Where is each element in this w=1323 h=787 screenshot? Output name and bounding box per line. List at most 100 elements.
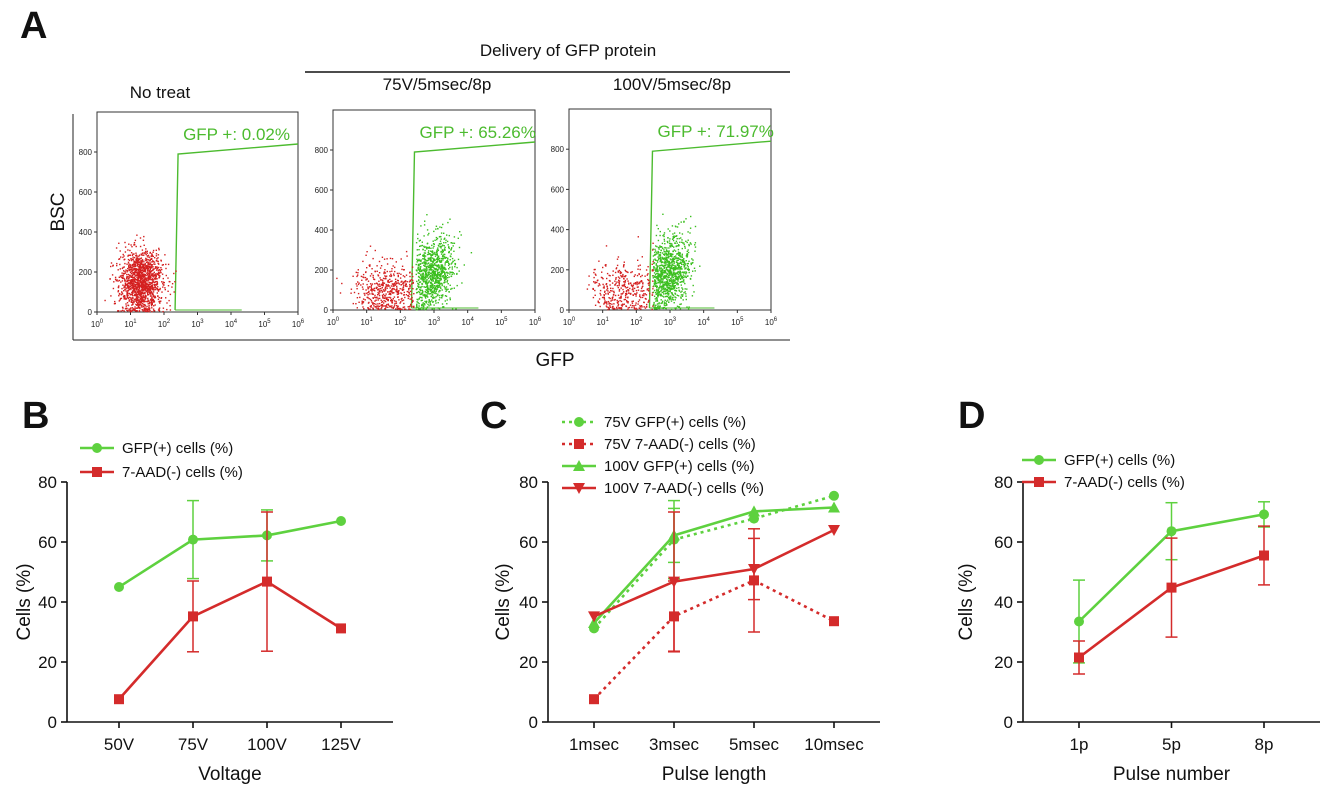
flow-dot [601, 277, 604, 279]
flow-dot [417, 285, 419, 287]
flow-dot [664, 251, 666, 253]
flow-dot [653, 281, 656, 283]
flow-dot [419, 266, 421, 268]
flow-dot [123, 290, 125, 292]
flow-dot [431, 283, 433, 285]
flow-dot [669, 230, 671, 232]
flow-dot [149, 275, 152, 278]
flow-dot [384, 286, 387, 288]
flow-dot [657, 228, 659, 230]
flow-dot [680, 297, 682, 299]
flow-dot [416, 270, 418, 272]
flow-dot [656, 269, 659, 271]
flow-dot [118, 310, 120, 312]
flow-dot [656, 308, 658, 310]
flow-dot [149, 286, 151, 288]
flow-dot [652, 255, 655, 257]
flow-dot [688, 269, 690, 271]
flow-dot [133, 286, 135, 289]
flow-dot [681, 277, 683, 280]
flow-dot [366, 267, 368, 269]
flow-dot [141, 298, 143, 300]
flow-y-tick-label: 0 [88, 308, 93, 317]
flow-dot [668, 263, 670, 265]
flow-dot [368, 264, 370, 267]
x-tick-label: 5msec [729, 735, 780, 754]
flow-dot [672, 285, 674, 287]
y-tick-label: 0 [48, 713, 57, 732]
flow-dot [371, 283, 374, 285]
flow-dot [619, 296, 622, 298]
flow-dot [432, 291, 435, 293]
flow-dot [633, 305, 635, 307]
flow-dot [690, 215, 692, 218]
flow-dot [390, 275, 392, 278]
flow-dot [668, 264, 670, 267]
flow-dot [663, 277, 666, 279]
flow-dot [612, 274, 614, 276]
flow-dot [128, 269, 131, 272]
flow-dot [138, 279, 140, 282]
flow-dot [423, 245, 425, 247]
flow-dot [685, 272, 687, 274]
flow-dot [138, 266, 140, 269]
flow-dot [381, 279, 383, 281]
flow-dot [438, 258, 440, 261]
flow-dot [665, 263, 667, 266]
flow-dot [424, 263, 426, 265]
flow-dot [445, 295, 448, 297]
y-axis-label: Cells (%) [14, 563, 35, 640]
flow-dot [638, 299, 641, 301]
flow-dot [685, 271, 687, 273]
flow-dot [119, 299, 121, 301]
flow-dot [668, 260, 671, 263]
flow-dot [149, 268, 151, 271]
flow-dot [684, 275, 686, 277]
flow-dot [401, 292, 403, 295]
flow-dot [438, 281, 441, 283]
flow-dot [133, 276, 135, 279]
flow-dot [412, 279, 414, 282]
flow-dot [148, 309, 151, 311]
flow-dot [134, 309, 136, 312]
flow-dot [604, 290, 606, 292]
flow-dot [631, 285, 633, 287]
flow-dot [668, 266, 671, 268]
flow-dot [633, 306, 635, 309]
flow-dot [418, 291, 421, 294]
flow-dot [429, 272, 431, 275]
flow-dot [151, 297, 153, 299]
flow-dot [136, 265, 138, 267]
flow-dot [137, 285, 139, 287]
flow-dot [146, 268, 148, 270]
flow-dot [425, 247, 428, 250]
flow-dot [422, 278, 424, 280]
flow-dot [151, 255, 153, 257]
flow-dot [681, 275, 683, 278]
flow-dot [421, 285, 423, 288]
flow-dot [634, 283, 637, 285]
flow-dot [140, 304, 142, 306]
flow-dot [424, 278, 426, 280]
flow-dot [376, 270, 378, 272]
flow-dot [143, 292, 145, 294]
flow-dot [656, 286, 658, 288]
flow-dot [654, 305, 656, 307]
flow-dot [157, 298, 160, 301]
flow-dot [133, 253, 135, 255]
flow-dot [131, 269, 134, 271]
flow-dot [134, 262, 136, 264]
flow-dot [132, 296, 134, 299]
flow-dot [434, 270, 437, 273]
flow-dot [417, 267, 419, 269]
flow-dot [661, 287, 663, 290]
gate-line [648, 140, 772, 309]
flow-dot [665, 307, 667, 310]
flow-dot [689, 278, 692, 280]
flow-dot [661, 274, 663, 276]
flow-dot [430, 278, 432, 281]
flow-dot [640, 280, 643, 282]
flow-dot [426, 265, 428, 267]
flow-dot [668, 242, 671, 244]
flow-dot [355, 303, 357, 305]
